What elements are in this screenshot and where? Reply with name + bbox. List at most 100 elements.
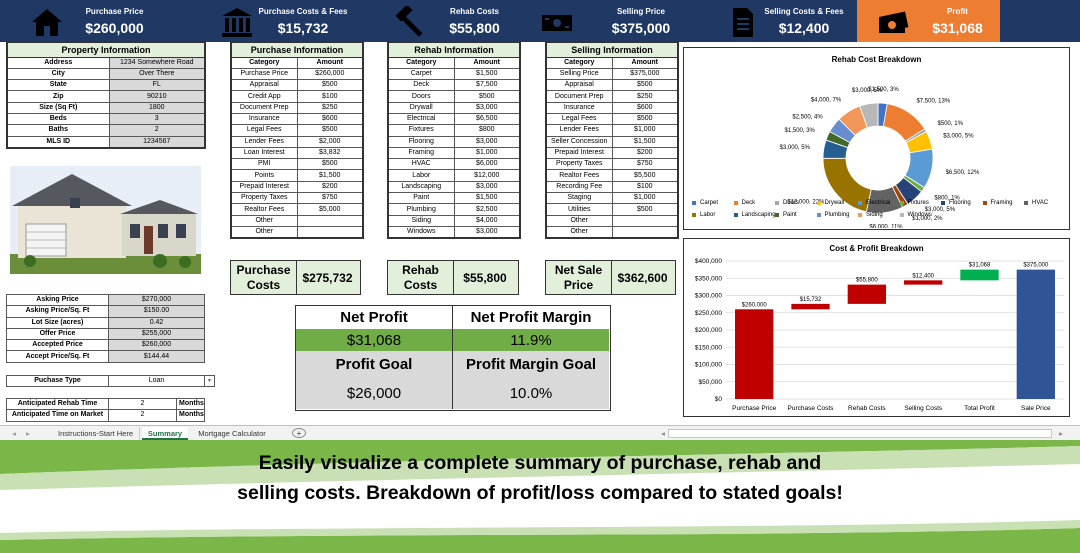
tab-mortgage-calculator[interactable]: Mortgage Calculator	[198, 429, 266, 438]
field-label: Accept Price/Sq. Ft	[6, 350, 109, 363]
amount-cell[interactable]: $800	[453, 124, 521, 137]
amount-cell[interactable]: $200	[296, 180, 364, 194]
field-value[interactable]: FL	[108, 79, 206, 92]
field-value[interactable]: 90210	[108, 90, 206, 103]
bar-rehab-costs[interactable]	[847, 284, 886, 304]
amount-cell[interactable]: $250	[296, 101, 364, 114]
purchase-info-table: Purchase Information Category Amount Purch…	[230, 41, 364, 239]
amount-cell[interactable]: $500	[296, 158, 364, 171]
field-value[interactable]: 1800	[108, 101, 206, 114]
category-cell: Lender Fees	[545, 124, 613, 137]
legend-label: Plumbing	[824, 212, 850, 218]
dropdown-arrow-icon[interactable]: ▼	[204, 374, 215, 388]
amount-cell[interactable]: $500	[611, 79, 679, 92]
amount-cell[interactable]: $7,500	[453, 79, 521, 92]
field-value[interactable]: 2	[108, 397, 177, 411]
amount-cell[interactable]: $500	[296, 124, 364, 137]
field-value[interactable]: $260,000	[108, 339, 205, 352]
amount-cell[interactable]: $5,500	[611, 169, 679, 182]
table-row: Points $1,500	[230, 169, 364, 182]
amount-cell[interactable]: $3,000	[453, 225, 521, 239]
scroll-right-icon[interactable]: ▸	[26, 429, 30, 438]
bar-selling-costs[interactable]	[904, 280, 943, 285]
field-value[interactable]: $270,000	[108, 293, 205, 307]
profit-goal-value[interactable]: $26,000	[296, 377, 453, 409]
amount-cell[interactable]: $750	[296, 192, 364, 205]
amount-cell[interactable]: $100	[611, 180, 679, 194]
field-value[interactable]: 2	[108, 409, 177, 422]
amount-cell[interactable]: $1,000	[611, 124, 679, 137]
rehab-cost-chart[interactable]: Rehab Cost Breakdown $1,500, 3% $7,500, 1…	[683, 47, 1070, 230]
amount-cell[interactable]: $375,000	[611, 67, 679, 81]
table-row: Insurance $600	[230, 112, 364, 126]
amount-cell[interactable]: $100	[296, 90, 364, 103]
amount-cell[interactable]: $600	[296, 112, 364, 126]
profit-margin-goal-value[interactable]: 10.0%	[453, 377, 609, 409]
amount-cell[interactable]: $6,000	[453, 158, 521, 171]
net-profit-margin-header: Net Profit Margin	[470, 309, 592, 326]
amount-cell[interactable]	[296, 225, 364, 239]
amount-cell[interactable]: $600	[611, 101, 679, 114]
category-cell: Other	[230, 214, 298, 227]
horizontal-scrollbar[interactable]	[668, 429, 1052, 438]
amount-cell[interactable]: $2,000	[296, 135, 364, 148]
tab-summary[interactable]: Summary	[142, 427, 188, 440]
amount-cell[interactable]: $4,000	[453, 214, 521, 227]
field-value[interactable]: 3	[108, 112, 206, 126]
amount-cell[interactable]: $1,000	[611, 192, 679, 205]
legend-swatch	[733, 201, 738, 205]
slice-windows[interactable]	[859, 102, 879, 129]
tab-instructions[interactable]: Instructions-Start Here	[52, 427, 140, 440]
amount-cell[interactable]: $1,500	[611, 135, 679, 148]
amount-cell[interactable]: $500	[611, 112, 679, 126]
amount-cell[interactable]: $1,000	[453, 146, 521, 160]
legend-swatch	[733, 213, 738, 217]
field-value[interactable]: $144.44	[108, 350, 205, 363]
amount-cell[interactable]: $6,500	[453, 112, 521, 126]
amount-cell[interactable]: $1,500	[296, 169, 364, 182]
scroll-left-icon[interactable]: ◂	[12, 429, 16, 438]
amount-cell[interactable]: $5,000	[296, 203, 364, 216]
amount-cell[interactable]: $260,000	[296, 67, 364, 81]
field-value[interactable]: 0.42	[108, 316, 205, 329]
add-sheet-icon[interactable]: +	[292, 428, 306, 438]
amount-cell[interactable]: $200	[611, 146, 679, 160]
column-header-amount: Amount	[453, 56, 521, 69]
cost-profit-chart[interactable]: Cost & Profit Breakdown $0 $50,000 $100,00…	[683, 238, 1070, 417]
amount-cell[interactable]: $2,500	[453, 203, 521, 216]
amount-cell[interactable]: $500	[453, 90, 521, 103]
category-cell: Landscaping	[387, 180, 455, 194]
amount-cell[interactable]: $1,500	[453, 192, 521, 205]
bar-purchase-price[interactable]	[735, 309, 774, 399]
field-value[interactable]: $150.00	[108, 305, 205, 318]
amount-cell[interactable]: $500	[611, 203, 679, 216]
amount-cell[interactable]: $3,000	[453, 180, 521, 194]
asking-row: Accept Price/Sq. Ft $144.44	[6, 350, 205, 363]
amount-cell[interactable]: $250	[611, 90, 679, 103]
amount-cell[interactable]: $1,500	[453, 67, 521, 81]
bar-sale-price[interactable]	[1016, 269, 1055, 399]
amount-cell[interactable]	[611, 225, 679, 239]
amount-cell[interactable]	[611, 214, 679, 227]
table-row: Insurance $600	[545, 101, 679, 114]
bar-total-profit[interactable]	[960, 269, 999, 281]
purchase-type-select[interactable]: Loan	[108, 374, 205, 388]
amount-cell[interactable]: $12,000	[453, 169, 521, 182]
scrollbar-left-arrow-icon[interactable]: ◂	[661, 429, 665, 438]
field-value[interactable]: Over There	[108, 67, 206, 81]
bar-purchase-costs[interactable]	[791, 303, 830, 310]
amount-cell[interactable]: $750	[611, 158, 679, 171]
field-value[interactable]: $255,000	[108, 327, 205, 341]
amount-cell[interactable]: $3,000	[453, 135, 521, 148]
amount-cell[interactable]: $3,832	[296, 146, 364, 160]
amount-cell[interactable]: $3,000	[453, 101, 521, 114]
legend-label: Flooring	[949, 200, 971, 206]
field-value[interactable]: 1234 Somewhere Road	[108, 56, 206, 69]
field-value[interactable]: 1234567	[108, 135, 206, 149]
amount-cell[interactable]: $500	[296, 79, 364, 92]
field-value[interactable]: 2	[108, 124, 206, 137]
amount-cell[interactable]	[296, 214, 364, 227]
scrollbar-right-arrow-icon[interactable]: ▸	[1059, 429, 1063, 438]
slice-data-label: $3,000, 5%	[780, 145, 811, 151]
x-category-label: Selling Costs	[904, 405, 943, 412]
